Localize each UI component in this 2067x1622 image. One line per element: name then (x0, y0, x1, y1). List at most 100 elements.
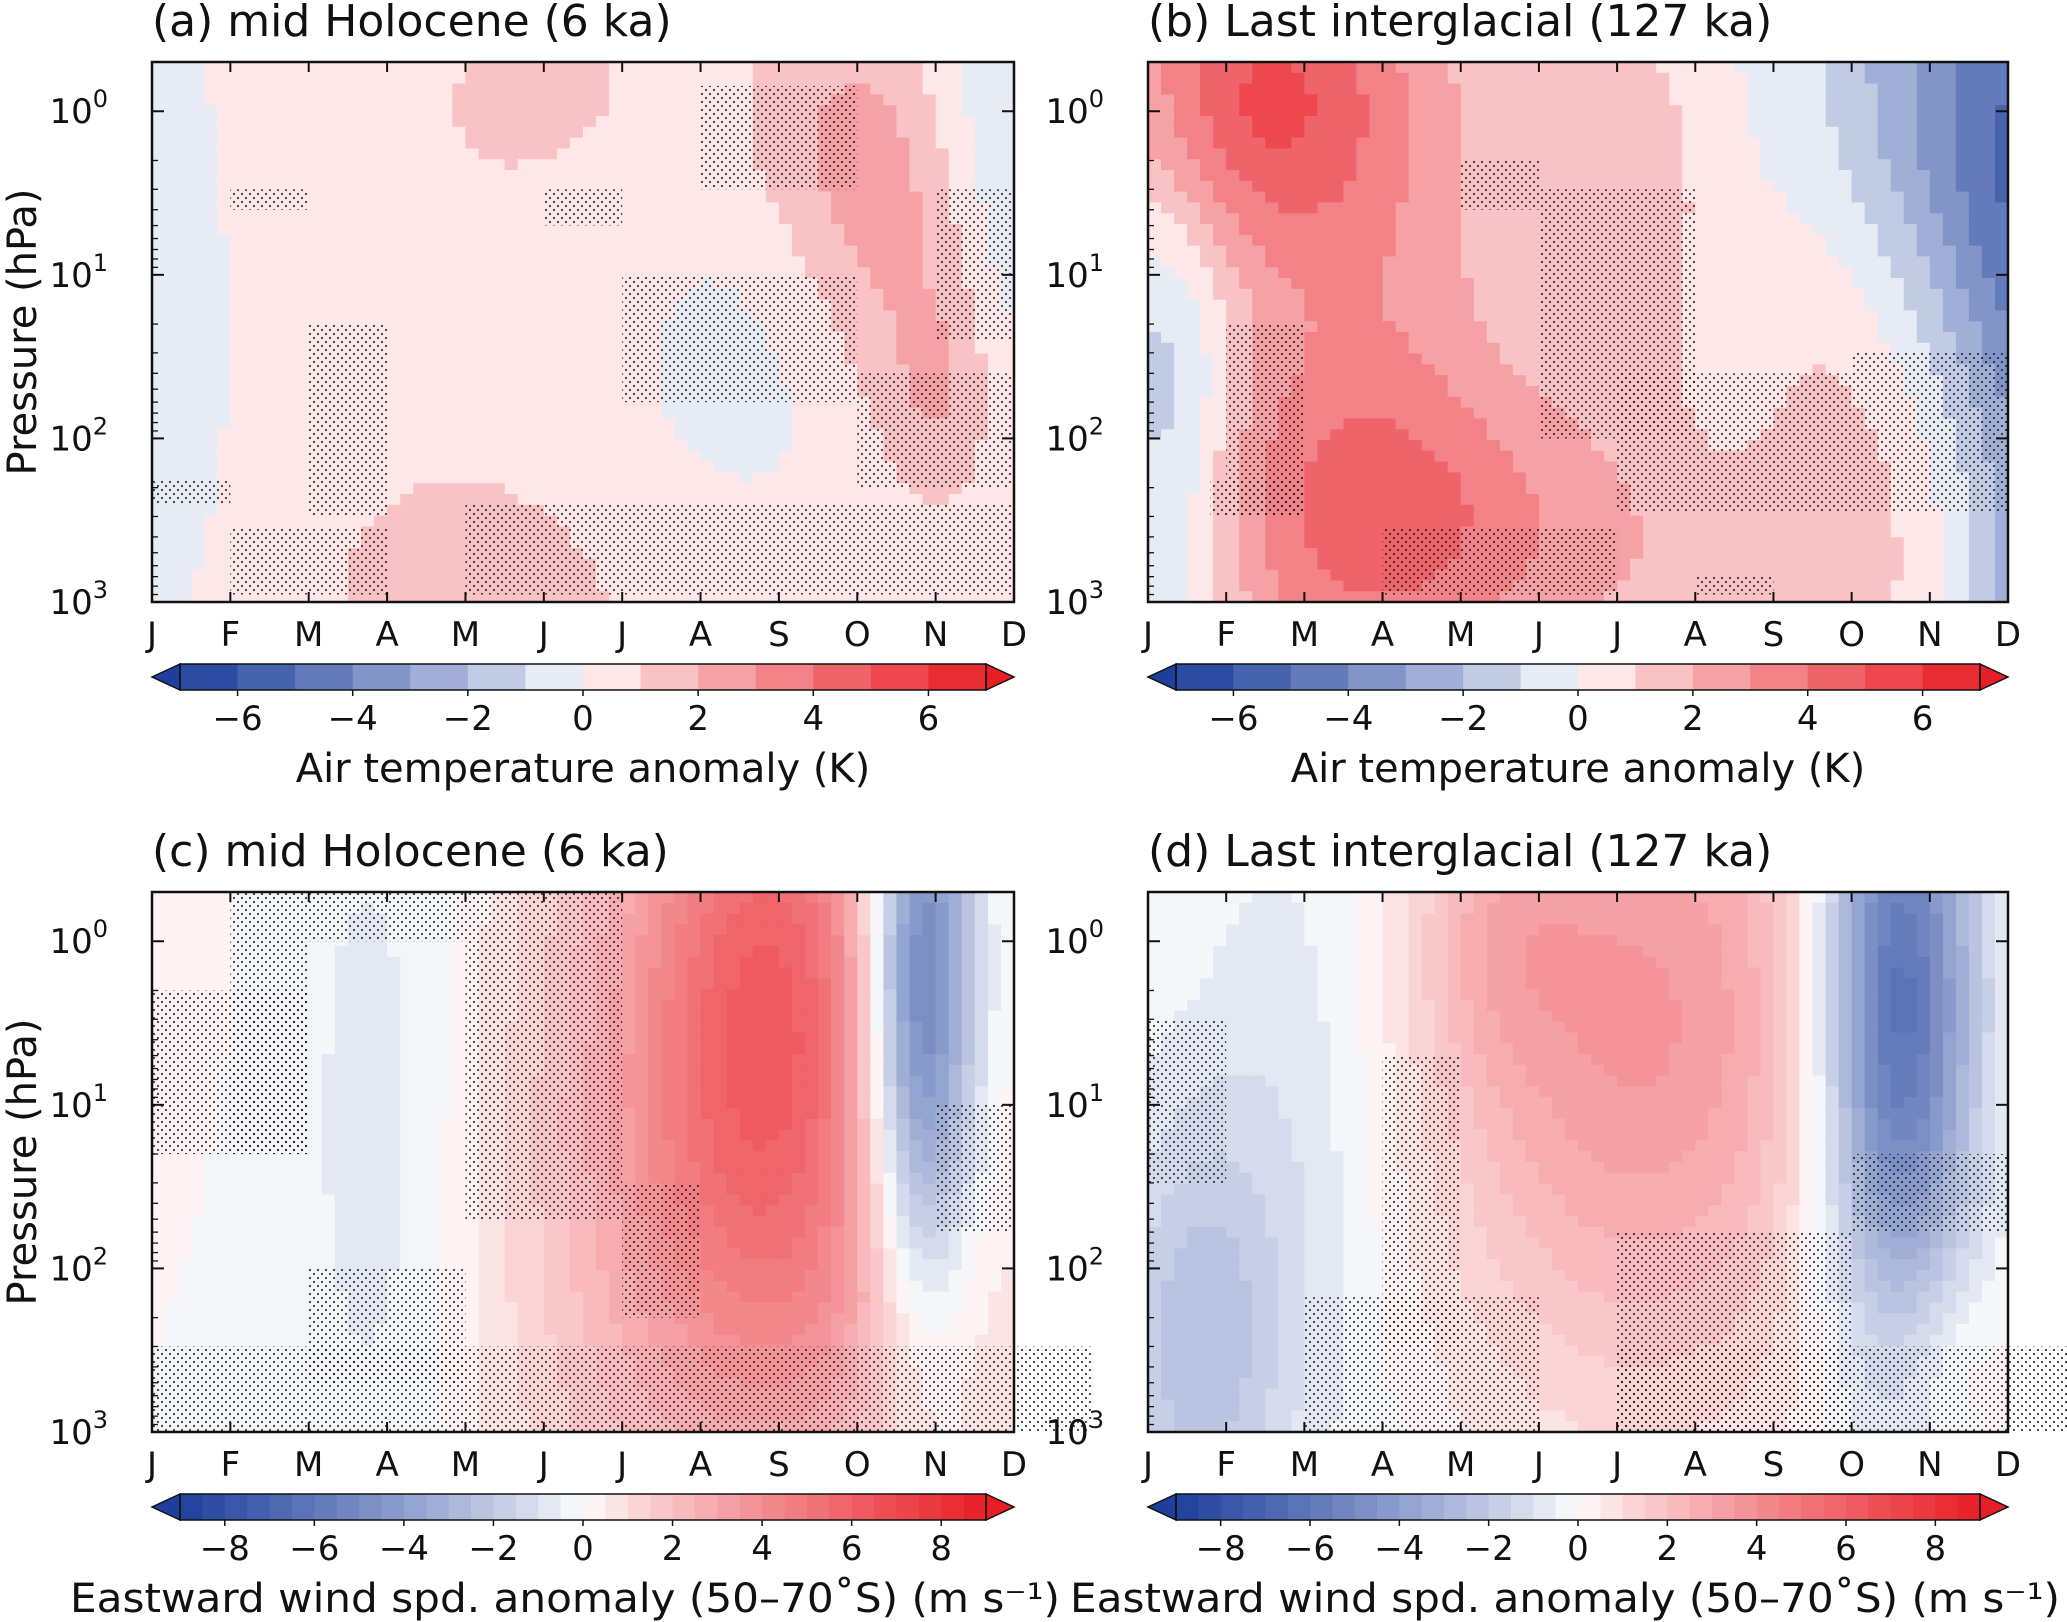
field-cell (1330, 224, 1345, 236)
field-cell (922, 299, 937, 311)
field-cell (1330, 310, 1345, 322)
field-cell (700, 245, 715, 257)
colorbar-segment (410, 664, 469, 690)
field-cell (400, 180, 414, 193)
field-cell (583, 170, 597, 182)
field-cell (896, 353, 911, 365)
field-cell (334, 62, 349, 74)
field-cell (583, 407, 597, 419)
field-cell (230, 407, 245, 419)
field-cell (1187, 580, 1201, 592)
field-cell (609, 494, 623, 506)
field-cell (269, 83, 284, 95)
field-cell (1161, 537, 1175, 549)
field-cell (896, 591, 911, 603)
field-cell (1499, 245, 1514, 257)
field-cell (256, 256, 271, 268)
field-cell (857, 245, 871, 257)
field-cell (269, 375, 284, 387)
field-cell (504, 267, 519, 279)
field-cell (347, 202, 362, 214)
field-cell (1213, 62, 1227, 74)
field-cell (1512, 267, 1527, 279)
field-cell (726, 256, 741, 268)
field-cell (152, 62, 166, 74)
field-cell (1148, 375, 1162, 387)
field-cell (426, 180, 440, 193)
field-cell (504, 62, 519, 74)
field-cell (1252, 245, 1266, 257)
field-cell (1525, 72, 1540, 85)
field-cell (1395, 332, 1410, 344)
field-cell (883, 299, 898, 311)
field-cell (765, 245, 780, 257)
field-cell (569, 137, 584, 149)
field-cell (413, 83, 427, 95)
field-cell (387, 224, 401, 236)
field-cell (543, 429, 558, 441)
field-cell (1447, 159, 1462, 171)
field-cell (922, 256, 937, 268)
field-cell (204, 116, 218, 128)
field-cell (1499, 321, 1514, 333)
field-cell (1213, 202, 1227, 214)
field-cell (452, 299, 467, 311)
field-cell (896, 62, 911, 74)
field-cell (1408, 375, 1423, 387)
field-cell (217, 224, 231, 236)
field-cell (426, 72, 440, 85)
field-cell (1161, 234, 1175, 247)
field-cell (243, 332, 258, 344)
field-cell (478, 483, 493, 495)
field-cell (1525, 353, 1540, 365)
field-cell (478, 386, 493, 398)
field-cell (1343, 234, 1358, 247)
field-cell (1499, 267, 1514, 279)
field-cell (1252, 591, 1266, 603)
stipple-region (857, 373, 1014, 488)
field-cell (400, 224, 414, 236)
field-cell (1187, 450, 1201, 463)
field-cell (661, 170, 676, 182)
field-cell (1408, 170, 1423, 182)
field-cell (1382, 62, 1397, 74)
field-cell (987, 591, 1002, 603)
field-cell (1330, 72, 1345, 85)
field-cell (387, 299, 401, 311)
field-cell (413, 234, 427, 247)
field-cell (374, 180, 388, 193)
field-cell (726, 591, 741, 603)
field-cell (1369, 580, 1384, 592)
field-cell (1304, 548, 1318, 560)
field-cell (517, 213, 532, 225)
field-cell (517, 83, 532, 95)
field-cell (1148, 321, 1162, 333)
field-cell (334, 72, 349, 85)
field-cell (334, 278, 349, 290)
field-cell (622, 429, 636, 441)
field-cell (556, 472, 571, 484)
field-cell (517, 202, 532, 214)
field-cell (1525, 234, 1540, 247)
field-cell (661, 234, 676, 247)
field-cell (1369, 548, 1384, 560)
field-cell (556, 450, 571, 463)
field-cell (1408, 299, 1423, 311)
field-cell (805, 418, 819, 430)
field-cell (478, 450, 493, 463)
field-cell (1408, 515, 1423, 527)
field-cell (426, 234, 440, 247)
field-cell (1174, 62, 1188, 74)
field-cell (818, 224, 832, 236)
field-cell (1161, 170, 1175, 182)
field-cell (1200, 202, 1214, 214)
field-cell (1408, 180, 1423, 193)
field-cell (400, 418, 414, 430)
field-cell (569, 256, 584, 268)
field-cell (1408, 353, 1423, 365)
field-cell (426, 364, 440, 376)
field-cell (739, 191, 754, 203)
field-cell (778, 62, 793, 74)
field-cell (256, 504, 271, 517)
field-cell (282, 213, 297, 225)
